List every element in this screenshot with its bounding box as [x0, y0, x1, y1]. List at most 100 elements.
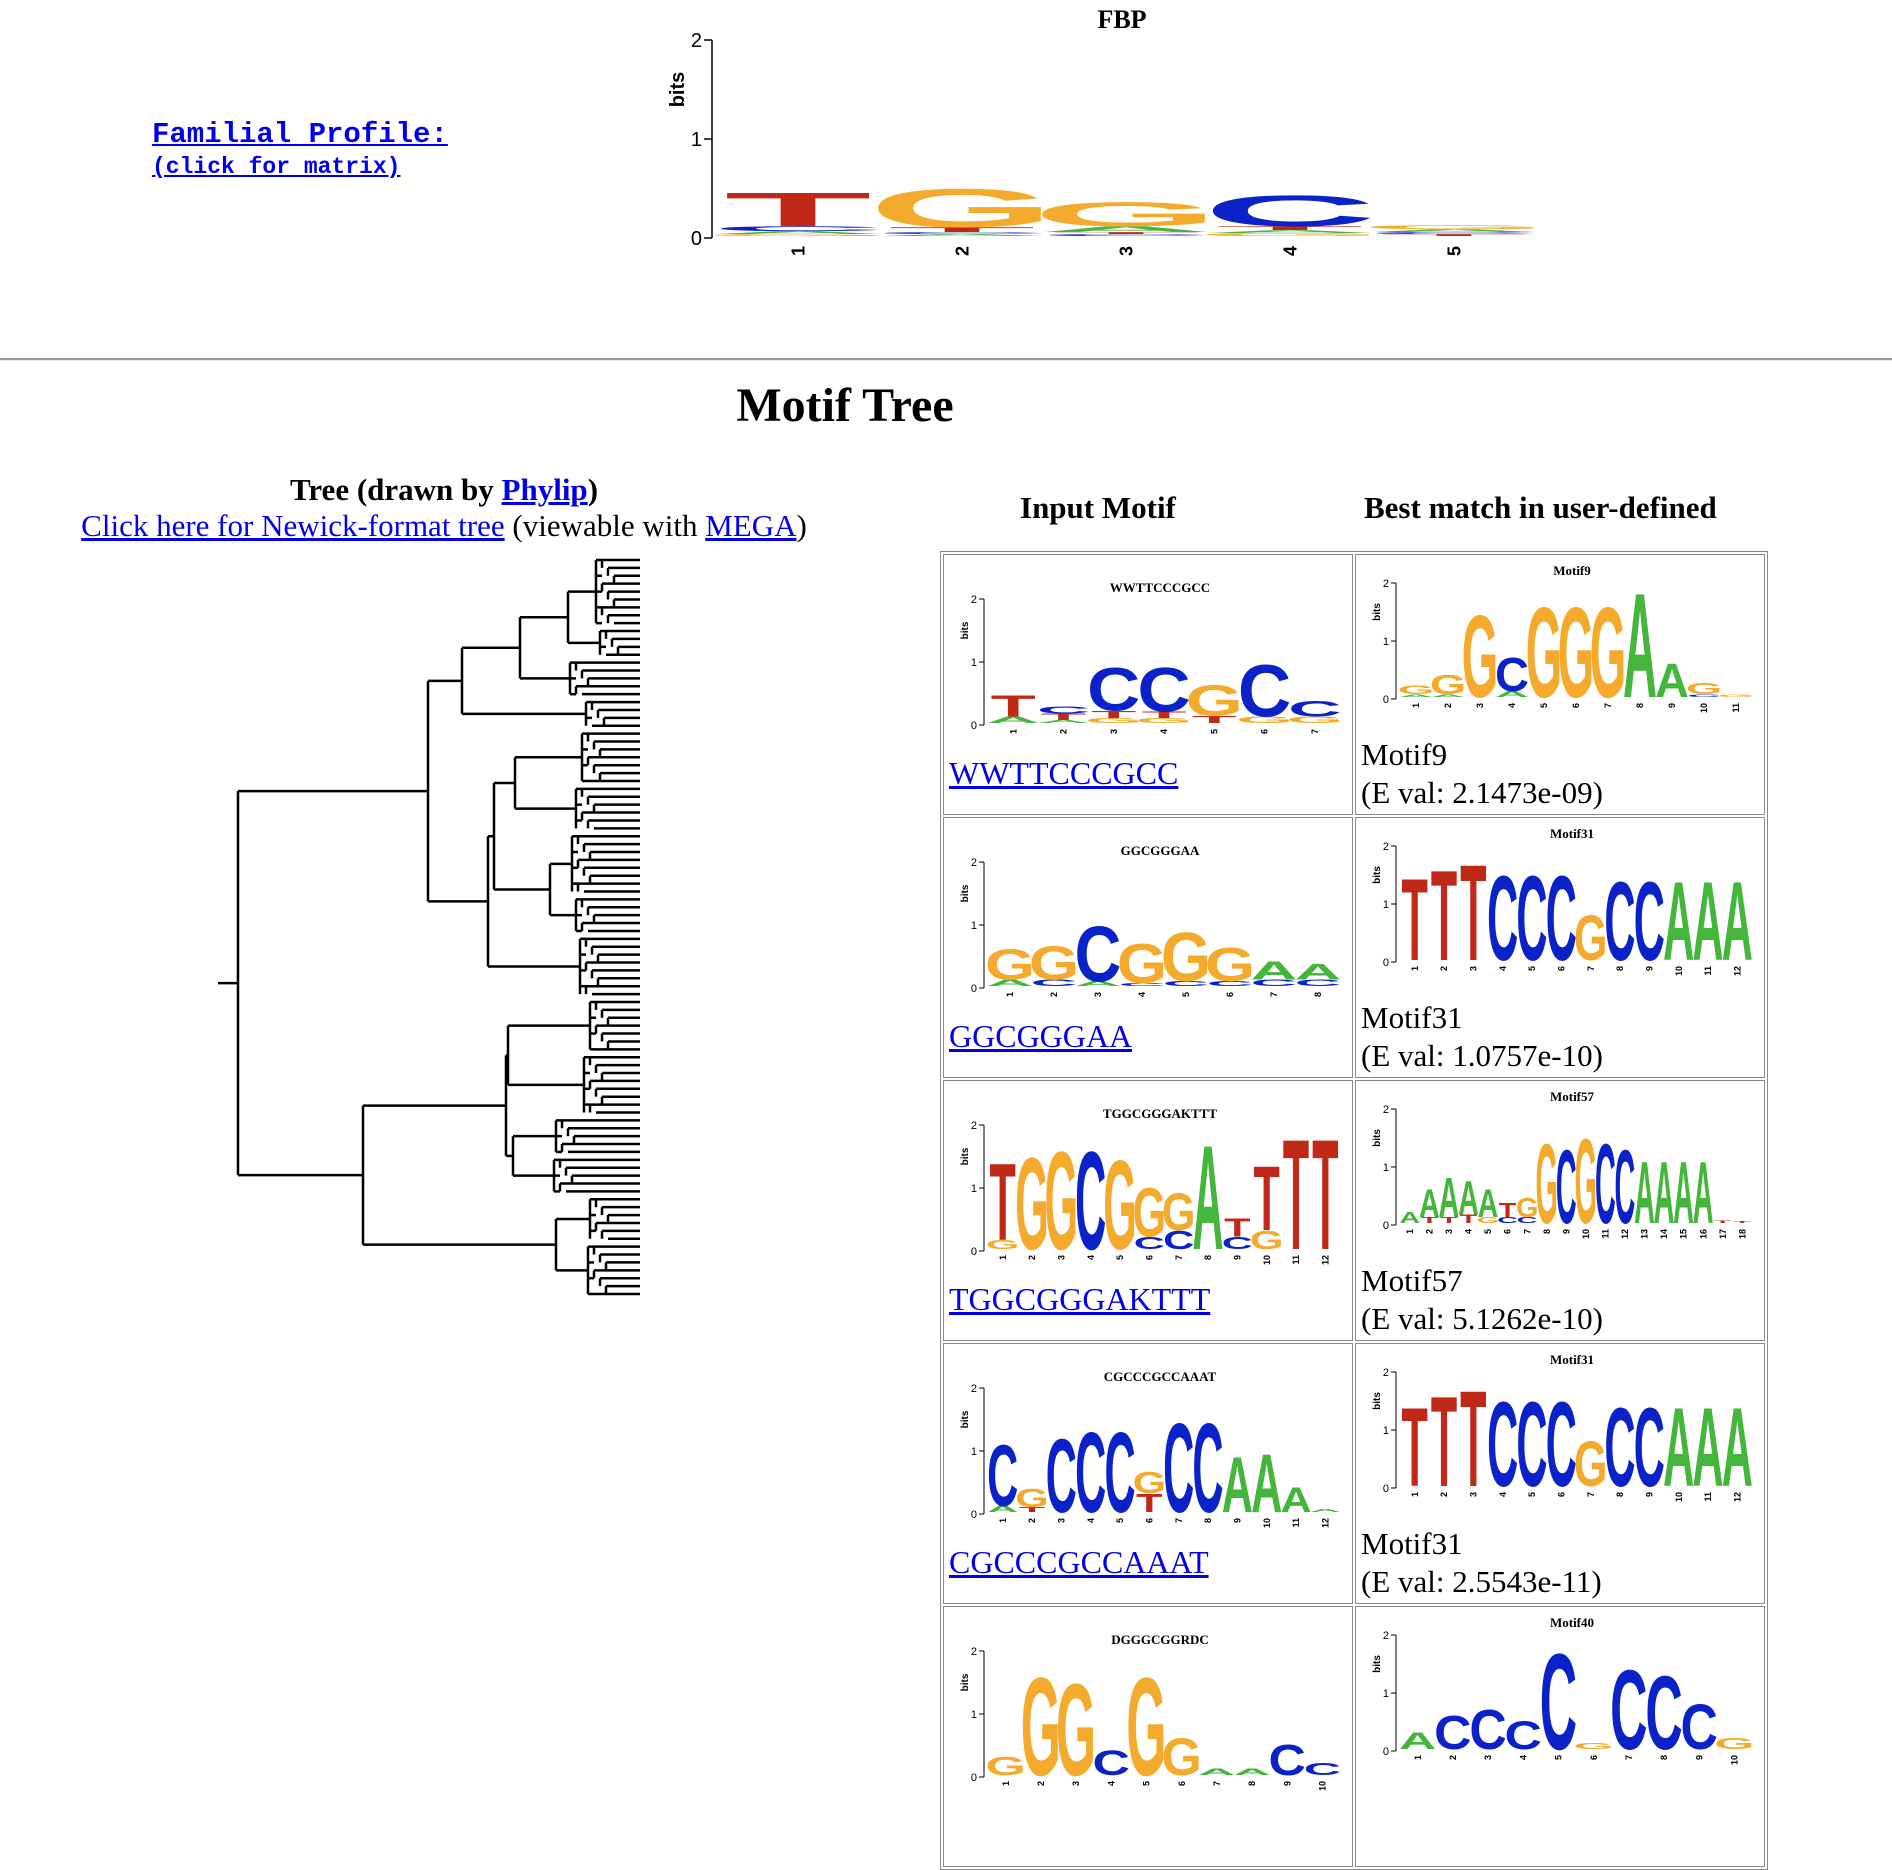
match-logo-position-label: 11 [1731, 703, 1741, 713]
input-logo-letter-C: C [1222, 1233, 1253, 1253]
fbp-y-tick-label: 0 [691, 228, 702, 250]
match-logo-letter-C: C [1497, 1216, 1518, 1225]
match-logo-title: Motif31 [1550, 826, 1594, 841]
newick-line-text: (viewable with [504, 508, 706, 543]
match-logo-position-label: 2 [1439, 1492, 1449, 1497]
input-motif-link[interactable]: TGGCGGGAKTTT [949, 1281, 1211, 1317]
match-logo-position-label: 3 [1483, 1755, 1493, 1760]
input-logo-letter-T: T [991, 689, 1036, 723]
best-match-cell: Motif31 2 1 0 bits T 1 T 2 T 3 C 4 C 5 C 6 G 7 C 8 C 9 A 10 A 11 A 1… [1355, 1343, 1765, 1604]
input-logo-position-label: 5 [1142, 1781, 1152, 1786]
match-logo-position-label: 4 [1464, 1229, 1474, 1234]
match-logo-y-tick-label: 0 [1383, 957, 1389, 969]
match-logo-y-tick-label: 2 [1383, 1104, 1389, 1116]
match-logo-letter-A: A [1663, 1386, 1694, 1511]
input-logo-position-label: 5 [1115, 1255, 1125, 1260]
input-logo-letter-C: C [1192, 1398, 1223, 1540]
input-logo-position-label: 3 [1109, 729, 1119, 734]
match-logo-position-label: 3 [1468, 1492, 1478, 1497]
match-logo-letter-A: A [1634, 1142, 1655, 1242]
input-logo-position-label: 1 [998, 1255, 1008, 1260]
match-logo-letter-C: C [1516, 1378, 1547, 1513]
newick-line-close: ) [796, 508, 807, 543]
input-logo-letter-G: G [1135, 717, 1192, 725]
input-motif-link[interactable]: CGCCCGCCAAAT [949, 1544, 1209, 1580]
match-logo-position-label: 6 [1589, 1755, 1599, 1760]
match-logo-letter-A: A [1654, 1142, 1675, 1242]
input-logo-letter-A: A [1198, 1767, 1235, 1777]
input-logo-position-label: 2 [1059, 729, 1069, 734]
best-match-cell: Motif40 2 1 0 bits A 1 C 2 C 3 C 4 C 5 G 6 C 7 C 8 C 9 G 10 [1355, 1606, 1765, 1867]
motif-row: GGCGGGAA 2 1 0 bits A G 1 C G 2 A C 3 C G 4 C G 5 C G 6 C A 7 C A 8 G… [943, 817, 1765, 1078]
match-logo-letter-T: T [1499, 1200, 1517, 1222]
input-logo-letter-A: A [1251, 1438, 1282, 1531]
input-logo-letter-G: G [985, 1751, 1025, 1780]
input-logo-letter-T: T [1019, 1506, 1046, 1514]
input-logo-letter-G: G [1133, 1174, 1167, 1252]
input-logo-letter-A: A [1037, 719, 1090, 724]
input-motif-cell: CGCCCGCCAAAT 2 1 0 bits A C 1 T G 2 C 3 C 4 C 5 T G 6 C 7 C 8 A 9… [943, 1343, 1353, 1604]
match-logo-position-label: 1 [1413, 1755, 1423, 1760]
input-logo-letter-C: C [1031, 978, 1078, 988]
match-logo-position-label: 6 [1571, 703, 1581, 708]
tree-title-text: Tree (drawn by [289, 472, 502, 507]
match-logo-position-label: 8 [1635, 703, 1645, 708]
match-logo-letter-T: T [1460, 1362, 1486, 1516]
match-logo-letter-C: C [1610, 1647, 1647, 1773]
input-logo-letter-G: G [985, 940, 1035, 989]
match-logo-letter-C: C [1556, 1129, 1577, 1246]
match-logo-letter-G: G [1526, 580, 1563, 725]
match-logo-position-label: 12 [1732, 1492, 1742, 1502]
input-logo-letter-C: C [1163, 980, 1210, 988]
match-logo-letter-C: C [1615, 1129, 1636, 1246]
input-logo-position-label: 4 [1137, 992, 1147, 997]
match-logo-y-tick-label: 1 [1383, 636, 1389, 648]
match-name: Motif31 [1361, 1526, 1463, 1561]
phylip-link[interactable]: Phylip [501, 472, 588, 507]
match-logo-letter-C: C [1604, 1386, 1635, 1511]
match-logo-position-label: 5 [1554, 1755, 1564, 1760]
familial-profile-link[interactable]: Familial Profile: (click for matrix) [152, 118, 448, 182]
match-logo-letter-A: A [1419, 1182, 1440, 1227]
input-logo-position-label: 12 [1320, 1255, 1330, 1265]
match-logo-position-label: 2 [1448, 1755, 1458, 1760]
input-logo-letter-A: A [1251, 956, 1298, 985]
match-logo-letter-C: C [1645, 1654, 1682, 1772]
match-logo-letter-T: T [1401, 1386, 1427, 1511]
input-logo-position-label: 5 [1209, 729, 1219, 734]
input-logo-position-label: 2 [1049, 992, 1059, 997]
match-logo-letter-G: G [1686, 680, 1723, 698]
input-logo-title: GGCGGGAA [1121, 843, 1200, 858]
input-logo-y-tick-label: 1 [971, 1183, 977, 1195]
match-logo-letter-A: A [1722, 1386, 1753, 1511]
match-logo-letter-G: G [1516, 1192, 1538, 1224]
input-logo-letter-C: C [1288, 697, 1341, 721]
newick-tree-link[interactable]: Click here for Newick-format tree [81, 508, 505, 543]
fbp-title: FBP [1097, 5, 1146, 34]
input-motif-link[interactable]: WWTTCCCGCC [949, 755, 1179, 791]
input-logo-letter-C: C [1119, 982, 1166, 987]
input-logo-letter-G: G [1161, 1729, 1201, 1787]
input-logo-position-label: 1 [998, 1518, 1008, 1523]
match-logo-y-tick-label: 0 [1383, 1220, 1389, 1232]
match-e-value: (E val: 2.5543e-11) [1361, 1564, 1602, 1599]
match-logo-letter-C: C [1546, 1378, 1577, 1513]
match-logo-position-label: 5 [1527, 966, 1537, 971]
match-logo-letter-A: A [1431, 694, 1465, 698]
fbp-letter-A: A [1039, 225, 1213, 234]
match-logo-position-label: 9 [1644, 966, 1654, 971]
match-logo-position-label: 1 [1410, 966, 1420, 971]
match-logo-letter-C: C [1495, 649, 1529, 703]
input-motif-link[interactable]: GGCGGGAA [949, 1018, 1133, 1054]
fbp-y-label: bits [667, 72, 689, 108]
match-logo-position-label: 10 [1674, 1492, 1684, 1502]
input-logo-letter-C: C [1163, 1225, 1194, 1254]
match-logo-position-label: 18 [1737, 1229, 1747, 1239]
match-e-value: (E val: 1.0757e-10) [1361, 1038, 1603, 1073]
mega-link[interactable]: MEGA [705, 508, 797, 543]
match-logo-letter-G: G [1430, 669, 1467, 700]
input-logo-letter-A: A [986, 715, 1039, 725]
